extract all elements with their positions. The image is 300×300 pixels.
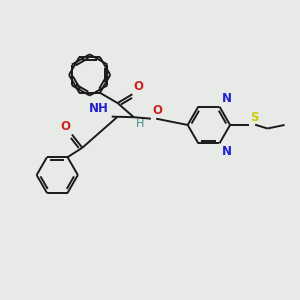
Text: S: S bbox=[250, 111, 259, 124]
Text: NH: NH bbox=[89, 102, 109, 115]
Text: O: O bbox=[61, 120, 71, 133]
Text: H: H bbox=[136, 119, 144, 129]
Text: O: O bbox=[134, 80, 143, 93]
Text: N: N bbox=[222, 146, 232, 158]
Text: N: N bbox=[222, 92, 232, 105]
Text: O: O bbox=[152, 104, 162, 117]
